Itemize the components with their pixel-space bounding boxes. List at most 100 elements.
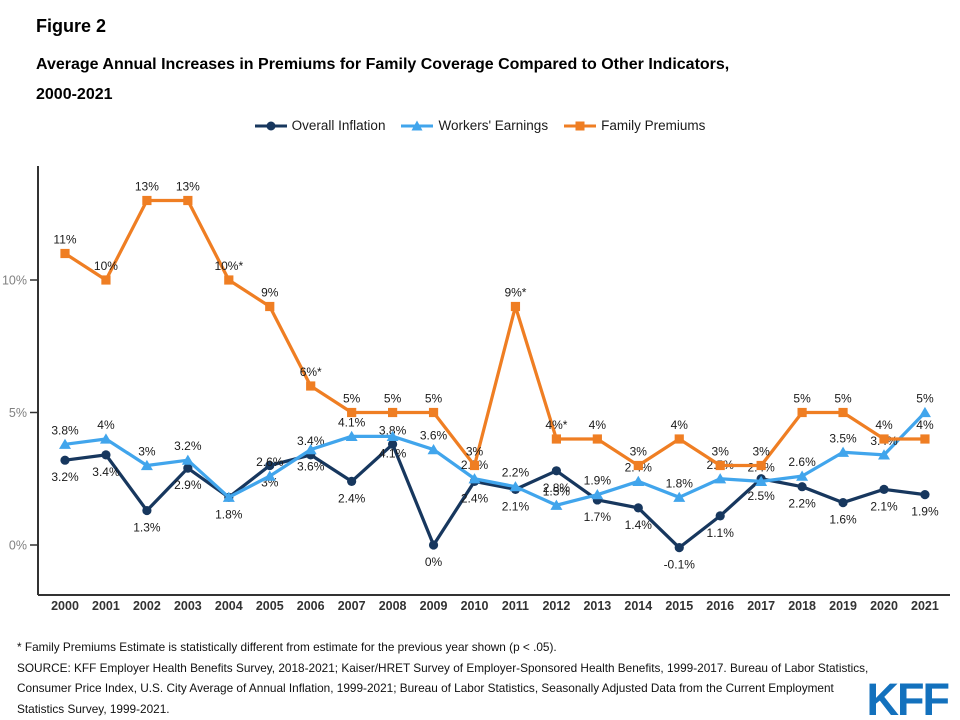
x-tick-label: 2006	[297, 599, 325, 613]
data-point-label: 3.2%	[51, 470, 79, 484]
data-point-marker	[60, 248, 70, 259]
legend-item-workers-earnings: Workers' Earnings	[401, 118, 548, 133]
data-point-label: 4%	[671, 418, 689, 432]
data-point-marker	[428, 540, 439, 550]
data-point-label: 5%	[384, 392, 402, 406]
data-point-marker	[591, 489, 604, 500]
data-point-marker	[673, 491, 686, 502]
data-point-marker	[878, 449, 890, 460]
data-point-label: 1.3%	[133, 521, 161, 535]
chart-footer: * Family Premiums Estimate is statistica…	[17, 637, 883, 719]
legend-label: Workers' Earnings	[438, 118, 549, 133]
data-point-label: 3.5%	[829, 431, 857, 445]
data-point-marker	[920, 490, 930, 500]
data-point-marker	[224, 275, 234, 285]
data-point-marker	[101, 275, 111, 285]
square-legend-marker-icon	[564, 121, 597, 130]
x-tick-label: 2018	[788, 599, 816, 613]
series-line-family-premiums	[63, 198, 927, 468]
x-tick-label: 2007	[338, 599, 366, 613]
data-point-label: 2.6%	[256, 455, 284, 469]
y-tick-label: 0%	[9, 539, 27, 553]
legend-item-family-premiums: Family Premiums	[564, 118, 705, 133]
data-point-marker	[796, 470, 809, 481]
data-point-marker	[633, 503, 643, 513]
data-point-marker	[60, 455, 70, 465]
data-point-label: 3.8%	[379, 423, 407, 437]
data-point-marker	[592, 434, 602, 444]
data-point-marker	[838, 498, 848, 508]
data-point-marker	[388, 407, 398, 418]
data-point-marker	[715, 460, 725, 471]
legend-label: Family Premiums	[601, 118, 706, 133]
x-tick-label: 2013	[583, 599, 611, 613]
data-point-marker	[674, 434, 684, 444]
x-tick-label: 2017	[747, 599, 775, 613]
data-point-label: 4.1%	[379, 446, 407, 460]
data-point-label: 4%	[589, 418, 607, 432]
series-line-overall-inflation	[63, 442, 927, 550]
data-point-label: 1.1%	[707, 526, 735, 540]
data-point-label: 13%	[135, 180, 159, 194]
data-point-marker	[510, 301, 521, 312]
data-point-label: 9%*	[504, 286, 526, 300]
data-point-marker	[918, 406, 931, 418]
data-point-label: 1.5%	[543, 484, 571, 498]
data-point-label: 1.6%	[829, 513, 857, 527]
data-point-label: 3.4%	[92, 465, 120, 479]
data-point-label: 1.8%	[666, 476, 694, 490]
data-point-label: 2.1%	[870, 499, 898, 513]
data-point-marker	[59, 438, 71, 449]
source-text: SOURCE: KFF Employer Health Benefits Sur…	[17, 660, 869, 716]
data-point-label: 1.8%	[215, 507, 243, 521]
data-point-label: 3%	[466, 445, 484, 459]
data-point-marker	[99, 433, 112, 444]
data-point-marker	[428, 407, 439, 418]
data-point-marker	[920, 434, 930, 444]
data-point-marker	[386, 430, 399, 441]
data-point-label: 2.6%	[788, 455, 816, 469]
data-point-label: 13%	[176, 180, 200, 194]
data-point-label: 5%	[425, 392, 443, 406]
data-point-marker	[183, 195, 193, 206]
data-point-marker	[509, 481, 522, 492]
y-tick-label: 10%	[2, 274, 27, 288]
data-point-label: 1.9%	[584, 474, 612, 488]
data-point-marker	[101, 450, 111, 460]
data-point-marker	[183, 463, 193, 473]
data-point-marker	[837, 446, 850, 457]
data-point-label: 3.6%	[420, 429, 448, 443]
data-point-label: 4.1%	[338, 415, 366, 429]
x-tick-label: 2004	[215, 599, 243, 613]
data-point-marker	[427, 444, 440, 455]
data-point-label: 2.1%	[502, 499, 530, 513]
x-tick-label: 2014	[624, 599, 652, 613]
data-point-marker	[265, 301, 275, 312]
data-point-marker	[879, 434, 889, 444]
data-point-marker	[714, 473, 727, 484]
chart-title: Average Annual Increases in Premiums for…	[36, 50, 916, 110]
data-point-marker	[797, 482, 807, 492]
x-tick-label: 2000	[51, 599, 79, 613]
data-point-label: 4%	[916, 418, 934, 432]
x-tick-label: 2012	[542, 599, 570, 613]
data-point-label: 0%	[425, 555, 443, 569]
data-point-label: -0.1%	[664, 558, 696, 572]
chart-legend: Overall Inflation Workers' Earnings Family…	[0, 118, 960, 133]
y-tick-label: 5%	[9, 406, 27, 420]
data-point-label: 2.8%	[543, 481, 571, 495]
data-point-marker	[551, 434, 561, 444]
data-point-label: 1.7%	[584, 510, 612, 524]
kff-logo: KFF	[866, 674, 950, 720]
data-point-label: 11%	[53, 233, 76, 247]
data-point-label: 3.4%	[297, 434, 325, 448]
data-point-marker	[756, 460, 766, 471]
data-point-label: 6%*	[300, 365, 322, 379]
data-point-marker	[181, 454, 194, 465]
x-tick-label: 2021	[911, 599, 939, 613]
circle-legend-marker-icon	[254, 121, 287, 130]
x-tick-label: 2016	[706, 599, 734, 613]
data-point-label: 10%*	[214, 259, 243, 273]
legend-item-overall-inflation: Overall Inflation	[254, 118, 385, 133]
